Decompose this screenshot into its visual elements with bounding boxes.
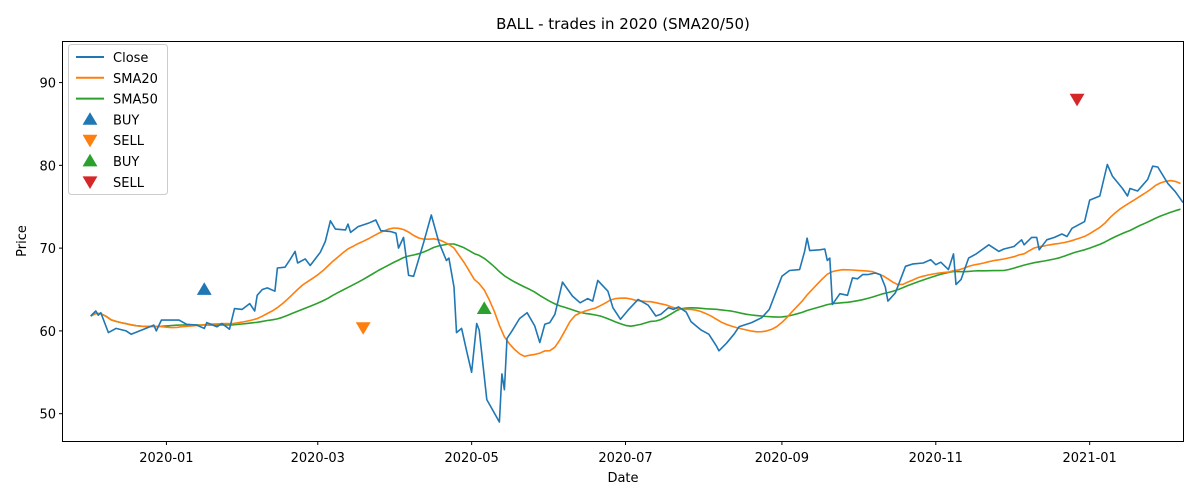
x-tick-label: 2021-01 <box>1063 451 1117 466</box>
close-line <box>90 163 1184 423</box>
y-tick-label: 90 <box>39 77 56 92</box>
legend-marker <box>82 112 98 125</box>
y-tick-label: 60 <box>39 325 56 340</box>
x-axis-label: Date <box>607 471 638 486</box>
y-tick-label: 50 <box>39 408 56 423</box>
legend-label: SELL <box>113 176 145 191</box>
legend-label: BUY <box>113 155 139 170</box>
legend-marker <box>82 153 98 167</box>
legend-frame <box>68 44 168 195</box>
legend-label: BUY <box>113 113 139 128</box>
legend-label: SELL <box>113 134 145 149</box>
sma20-line <box>90 179 1181 358</box>
x-tick-label: 2020-03 <box>291 451 345 466</box>
y-axis-label: Price <box>15 225 30 257</box>
trade-marker-buy1 <box>196 282 212 295</box>
legend-label: SMA50 <box>113 93 158 108</box>
trade-marker-sell2 <box>1069 93 1085 107</box>
legend-marker <box>82 134 98 148</box>
legend: Close SMA20 SMA50 BUY SELL BUY SELL <box>68 44 168 195</box>
y-tick-label: 70 <box>39 242 56 257</box>
y-tick-label: 80 <box>39 159 56 174</box>
chart-title: BALL - trades in 2020 (SMA20/50) <box>496 15 750 33</box>
x-tick-label: 2020-11 <box>909 451 963 466</box>
x-tick-label: 2020-07 <box>598 451 652 466</box>
x-tick-label: 2020-01 <box>139 451 193 466</box>
x-tick-label: 2020-05 <box>444 451 498 466</box>
x-tick-label: 2020-09 <box>755 451 809 466</box>
axes-frame <box>62 41 1184 442</box>
sma50-line <box>90 208 1181 328</box>
legend-label: SMA20 <box>113 72 158 87</box>
plot-area <box>90 93 1184 423</box>
trade-marker-buy2 <box>476 301 492 314</box>
legend-label: Close <box>113 51 148 66</box>
trade-marker-sell1 <box>355 322 371 335</box>
legend-marker <box>82 176 98 189</box>
